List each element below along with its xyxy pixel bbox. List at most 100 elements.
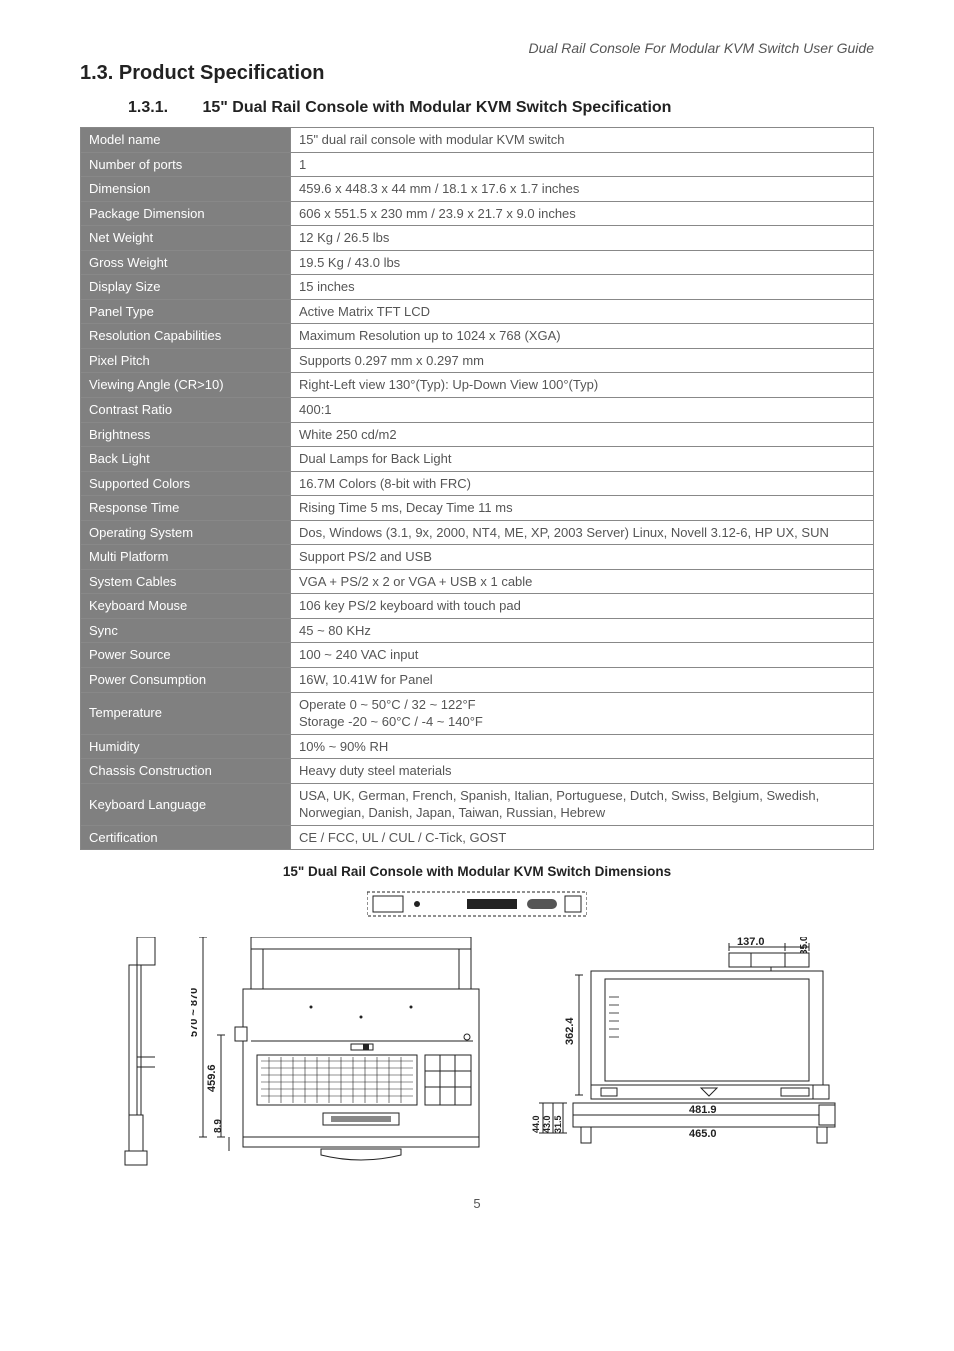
spec-value: 10% ~ 90% RH [291,734,874,759]
dim-35-0: 35.0 [799,937,810,955]
table-row: Number of ports1 [81,152,874,177]
dim-31-5: 31.5 [553,1116,563,1134]
spec-label: Resolution Capabilities [81,324,291,349]
spec-value: CE / FCC, UL / CUL / C-Tick, GOST [291,825,874,850]
spec-label: Certification [81,825,291,850]
dim-465-0: 465.0 [689,1128,717,1140]
table-row: Chassis ConstructionHeavy duty steel mat… [81,759,874,784]
spec-value: 100 ~ 240 VAC input [291,643,874,668]
spec-value: Dual Lamps for Back Light [291,447,874,472]
table-row: Power Consumption16W, 10.41W for Panel [81,668,874,693]
table-row: Back LightDual Lamps for Back Light [81,447,874,472]
table-row: Net Weight12 Kg / 26.5 lbs [81,226,874,251]
spec-label: Supported Colors [81,471,291,496]
spec-label: Temperature [81,692,291,734]
spec-label: Keyboard Language [81,783,291,825]
table-row: Keyboard Mouse106 key PS/2 keyboard with… [81,594,874,619]
spec-label: Panel Type [81,299,291,324]
spec-value: Heavy duty steel materials [291,759,874,784]
table-row: Contrast Ratio400:1 [81,398,874,423]
spec-label: Power Source [81,643,291,668]
table-row: Package Dimension606 x 551.5 x 230 mm / … [81,201,874,226]
table-row: Gross Weight19.5 Kg / 43.0 lbs [81,250,874,275]
spec-value: 19.5 Kg / 43.0 lbs [291,250,874,275]
spec-label: Humidity [81,734,291,759]
spec-label: System Cables [81,569,291,594]
spec-value: Maximum Resolution up to 1024 x 768 (XGA… [291,324,874,349]
dim-43-0: 43.0 [542,1116,552,1134]
spec-value: Right-Left view 130°(Typ): Up-Down View … [291,373,874,398]
h1-number: 1.3. [80,62,113,84]
spec-label: Contrast Ratio [81,398,291,423]
table-row: Humidity10% ~ 90% RH [81,734,874,759]
dim-570-870: 570 ~ 870 [191,988,200,1037]
h1-text: Product Specification [119,62,325,84]
table-row: Supported Colors16.7M Colors (8-bit with… [81,471,874,496]
section-heading-1: 1.3. Product Specification [80,62,874,85]
table-row: Multi PlatformSupport PS/2 and USB [81,545,874,570]
table-row: TemperatureOperate 0 ~ 50°C / 32 ~ 122°F… [81,692,874,734]
page-header-subtitle: Dual Rail Console For Modular KVM Switch… [80,40,874,56]
spec-value: Rising Time 5 ms, Decay Time 11 ms [291,496,874,521]
spec-value: 45 ~ 80 KHz [291,618,874,643]
table-row: Operating SystemDos, Windows (3.1, 9x, 2… [81,520,874,545]
table-row: CertificationCE / FCC, UL / CUL / C-Tick… [81,825,874,850]
spec-label: Back Light [81,447,291,472]
spec-value: 400:1 [291,398,874,423]
spec-value: 1 [291,152,874,177]
dim-481-9: 481.9 [689,1104,717,1116]
spec-label: Keyboard Mouse [81,594,291,619]
table-row: Power Source100 ~ 240 VAC input [81,643,874,668]
dim-44-0: 44.0 [531,1116,541,1134]
diagram-tray-top-view: 570 ~ 870 459.6 [191,937,491,1172]
table-row: BrightnessWhite 250 cd/m2 [81,422,874,447]
spec-value: 12 Kg / 26.5 lbs [291,226,874,251]
dimension-diagrams: 570 ~ 870 459.6 [80,891,874,1172]
spec-label: Dimension [81,177,291,202]
spec-value: VGA + PS/2 x 2 or VGA + USB x 1 cable [291,569,874,594]
spec-value: USA, UK, German, French, Spanish, Italia… [291,783,874,825]
spec-label: Sync [81,618,291,643]
spec-table: Model name15" dual rail console with mod… [80,127,874,850]
dim-8-9: 8.9 [213,1119,224,1133]
table-row: Sync45 ~ 80 KHz [81,618,874,643]
spec-value: 459.6 x 448.3 x 44 mm / 18.1 x 17.6 x 1.… [291,177,874,202]
dim-137-0: 137.0 [737,937,765,948]
table-row: Model name15" dual rail console with mod… [81,128,874,153]
spec-label: Pixel Pitch [81,348,291,373]
spec-label: Chassis Construction [81,759,291,784]
spec-label: Brightness [81,422,291,447]
spec-label: Model name [81,128,291,153]
spec-value: 16W, 10.41W for Panel [291,668,874,693]
spec-label: Display Size [81,275,291,300]
spec-label: Gross Weight [81,250,291,275]
spec-value: 106 key PS/2 keyboard with touch pad [291,594,874,619]
spec-label: Multi Platform [81,545,291,570]
table-row: Dimension459.6 x 448.3 x 44 mm / 18.1 x … [81,177,874,202]
table-row: Pixel PitchSupports 0.297 mm x 0.297 mm [81,348,874,373]
spec-value: Active Matrix TFT LCD [291,299,874,324]
table-row: Keyboard LanguageUSA, UK, German, French… [81,783,874,825]
table-row: Display Size15 inches [81,275,874,300]
dimensions-title: 15" Dual Rail Console with Modular KVM S… [80,864,874,879]
h2-text: 15" Dual Rail Console with Modular KVM S… [202,99,671,116]
dim-362-4: 362.4 [564,1017,576,1045]
spec-value: Supports 0.297 mm x 0.297 mm [291,348,874,373]
spec-label: Response Time [81,496,291,521]
spec-value: Support PS/2 and USB [291,545,874,570]
page-number: 5 [80,1196,874,1211]
spec-value: 15 inches [291,275,874,300]
spec-value: 16.7M Colors (8-bit with FRC) [291,471,874,496]
spec-label: Power Consumption [81,668,291,693]
h2-number: 1.3.1. [128,99,198,117]
spec-label: Package Dimension [81,201,291,226]
spec-label: Operating System [81,520,291,545]
spec-value: 15" dual rail console with modular KVM s… [291,128,874,153]
table-row: Panel TypeActive Matrix TFT LCD [81,299,874,324]
spec-label: Net Weight [81,226,291,251]
spec-value: Dos, Windows (3.1, 9x, 2000, NT4, ME, XP… [291,520,874,545]
diagram-front-view: 137.0 35.0 362.4 [519,937,839,1172]
spec-value: White 250 cd/m2 [291,422,874,447]
section-heading-2: 1.3.1. 15" Dual Rail Console with Modula… [128,99,874,117]
dim-459-6: 459.6 [206,1065,218,1093]
